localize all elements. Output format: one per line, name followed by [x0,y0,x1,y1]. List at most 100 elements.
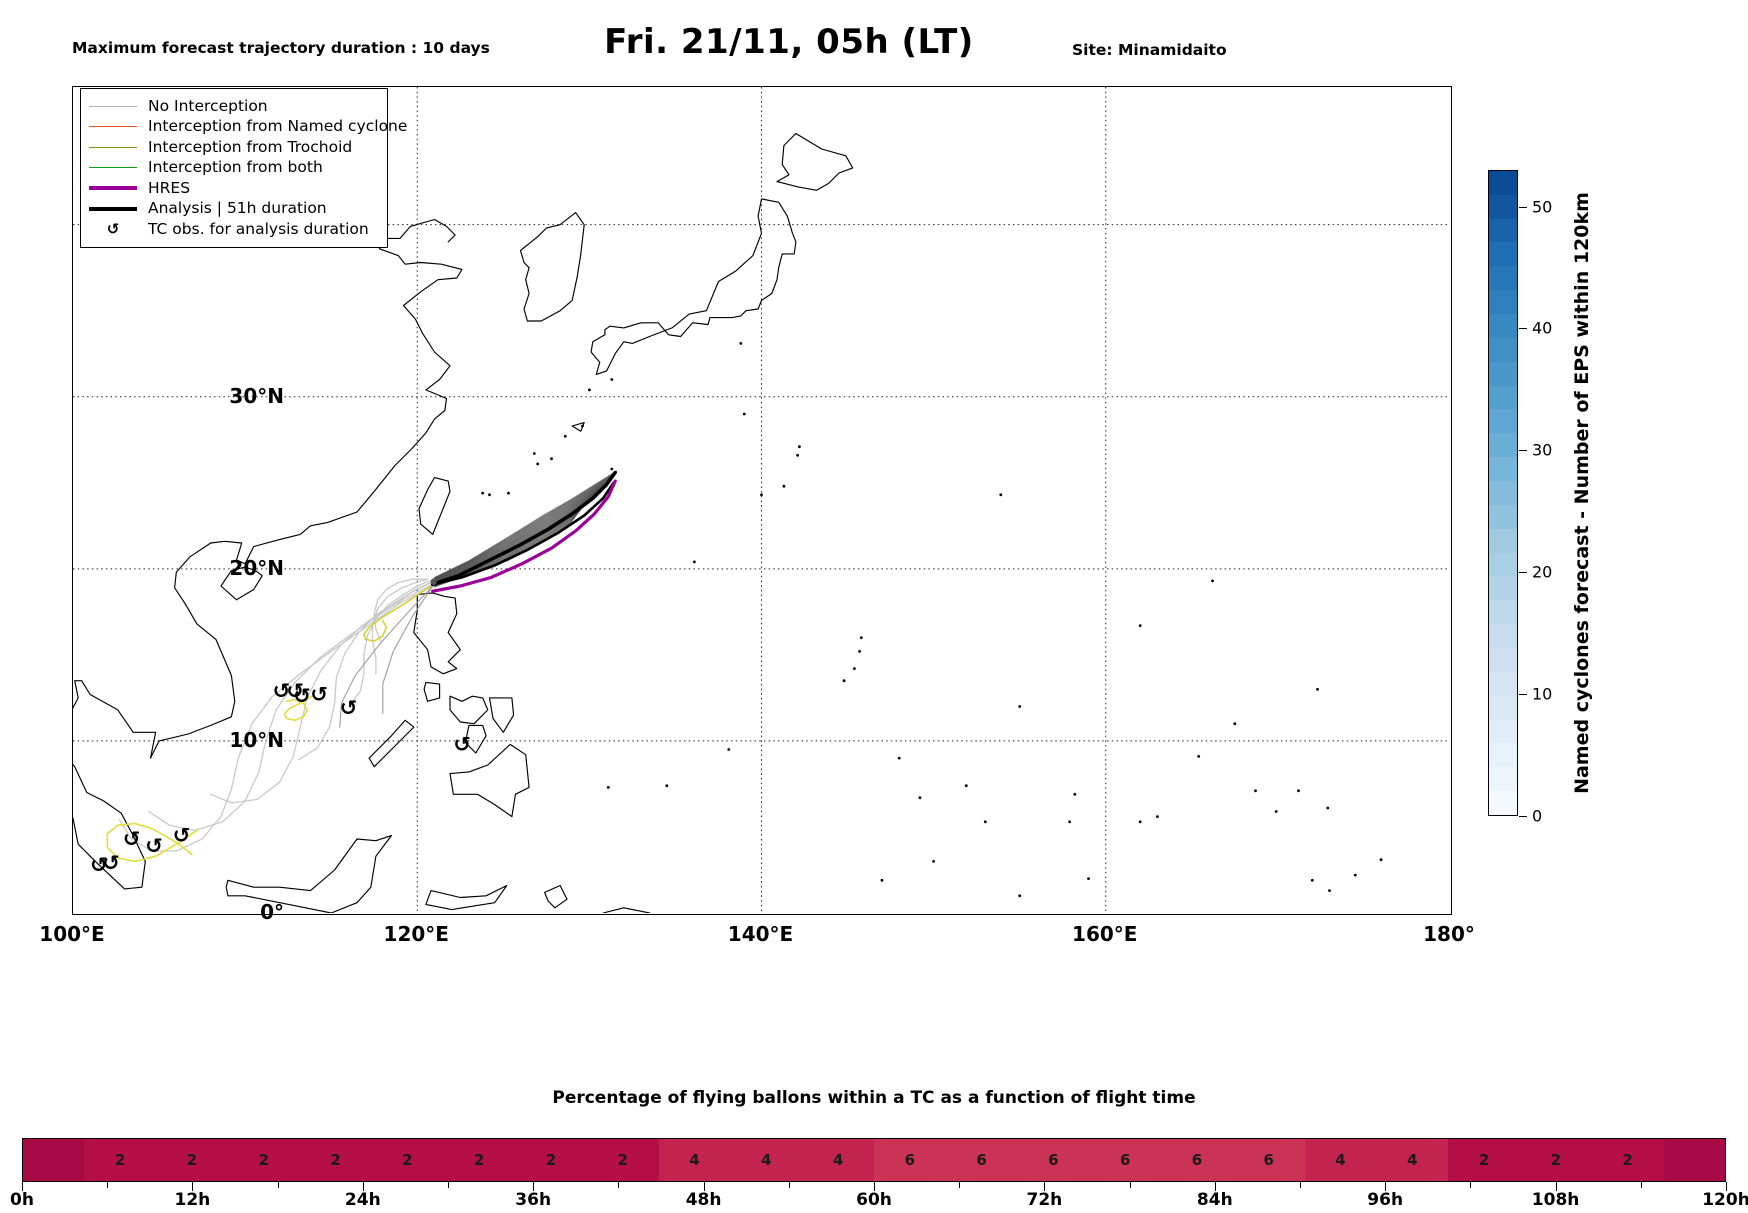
tropical-cyclone-icon-4: ↺ [340,696,358,720]
colorbar-level-4 [1489,695,1517,720]
legend-item-0[interactable]: No Interception [89,96,376,117]
percentage-axis-label-36: 36h [515,1190,552,1210]
colorbar-tick-label-40: 40 [1532,318,1553,338]
percentage-cell-14: 6 [1017,1139,1090,1181]
legend-item-4[interactable]: HRES [89,178,376,199]
colorbar-level-12 [1489,504,1517,529]
longitude-tick-120: 120°E [383,922,449,946]
colorbar-level-0 [1489,791,1517,815]
percentage-axis-tick-36 [533,1182,535,1191]
colorbar-level-23 [1489,242,1517,267]
legend-label-5: Analysis | 51h duration [148,199,327,217]
percentage-axis-tick-90 [1300,1182,1301,1188]
latitude-tick-0: 0° [260,900,284,924]
colorbar-tick-label-20: 20 [1532,562,1553,582]
colorbar-level-17 [1489,385,1517,410]
longitude-tick-140: 140°E [727,922,794,946]
percentage-cell-1: 2 [84,1139,157,1181]
percentage-axis-label-0: 0h [10,1190,34,1210]
tropical-cyclone-icon-7: ↺ [145,834,163,858]
percentage-bar-axis [22,1182,1727,1192]
percentage-axis-tick-18 [277,1182,279,1188]
percentage-axis-tick-6 [107,1182,109,1188]
percentage-cell-7: 2 [515,1139,587,1181]
colorbar-level-16 [1489,409,1517,434]
percentage-axis-label-72: 72h [1026,1190,1063,1210]
percentage-axis-label-96: 96h [1367,1190,1404,1210]
legend-item-3[interactable]: Interception from both [89,158,376,179]
tropical-cyclone-icon-3: ↺ [310,683,328,707]
colorbar-title-text: Named cyclones forecast - Number of EPS … [1571,192,1593,794]
percentage-axis-tick-42 [618,1182,620,1188]
map-canvas: ↺↺↺ ↺↺↺↺ ↺ ↺↺↺ [73,87,1450,913]
tc-observation-symbols: ↺↺↺ ↺↺↺↺ ↺ ↺↺↺ [90,679,471,877]
percentage-cell-23 [1663,1139,1725,1181]
percentage-cell-22: 2 [1591,1139,1664,1181]
colorbar-tick-20 [1519,572,1527,574]
colorbar-level-20 [1489,313,1517,338]
percentage-cell-value-14: 6 [1048,1151,1059,1169]
percentage-bar-title: Percentage of flying ballons within a TC… [0,1088,1748,1108]
colorbar-level-26 [1489,170,1517,195]
legend-label-0: No Interception [148,96,268,115]
colorbar-level-22 [1489,266,1517,291]
percentage-cell-19: 4 [1376,1139,1449,1181]
percentage-cell-value-17: 6 [1263,1151,1274,1169]
percentage-cell-value-7: 2 [545,1151,557,1169]
percentage-cell-11: 4 [802,1139,874,1181]
page-title: Fri. 21/11, 05h (LT) [0,22,1748,62]
legend-item-1[interactable]: Interception from Named cyclone [89,117,407,138]
colorbar-level-15 [1489,433,1517,458]
colorbar-level-8 [1489,600,1517,625]
colorbar-level-25 [1489,194,1517,219]
colorbar-level-14 [1489,457,1517,481]
percentage-cell-8: 2 [586,1139,659,1181]
percentage-cell-18: 4 [1304,1139,1377,1181]
percentage-cell-value-18: 4 [1335,1151,1346,1169]
latitude-tick-10: 10°N [229,727,284,752]
percentage-cell-17: 6 [1232,1139,1305,1181]
percentage-cell-value-12: 6 [904,1151,916,1169]
percentage-cell-20: 2 [1448,1139,1520,1181]
colorbar-tick-label-30: 30 [1532,440,1553,460]
percentage-cell-value-15: 6 [1119,1151,1131,1169]
percentage-axis-tick-108 [1555,1182,1557,1191]
legend-item-5[interactable]: Analysis | 51h duration [89,199,376,220]
tropical-cyclone-icon-1: ↺ [286,679,304,703]
percentage-axis-tick-66 [959,1182,961,1188]
percentage-axis-tick-12 [192,1182,194,1191]
tropical-cyclone-icon-2: ↺ [293,684,311,708]
legend-label-1: Interception from Named cyclone [148,117,408,135]
percentage-cell-value-22: 2 [1622,1151,1633,1169]
map-coastlines [73,132,1383,913]
tropical-cyclone-icon-9: ↺ [90,853,108,877]
legend-swatch-1 [89,126,137,128]
percentage-cell-15: 6 [1089,1139,1162,1181]
legend-swatch-5 [89,206,137,211]
colorbar-level-13 [1489,480,1517,505]
percentage-cell-6: 2 [443,1139,516,1181]
percentage-axis-tick-96 [1385,1182,1387,1191]
colorbar-level-11 [1489,528,1517,553]
percentage-cell-9: 4 [658,1139,731,1181]
legend-label-4: HRES [148,178,191,197]
colorbar-level-5 [1489,671,1517,696]
colorbar-level-24 [1489,218,1517,243]
percentage-cell-10: 4 [730,1139,803,1181]
percentage-axis-tick-84 [1214,1182,1216,1191]
legend-item-2[interactable]: Interception from Trochoid [89,137,376,158]
tropical-cyclone-icon-6: ↺ [123,827,141,851]
legend-label-2: Interception from Trochoid [148,137,353,156]
percentage-cell-value-4: 2 [330,1151,341,1169]
legend-item-6[interactable]: ↺ TC obs. for analysis duration [89,219,376,240]
percentage-axis-label-108: 108h [1531,1190,1580,1210]
percentage-bar-title-text: Percentage of flying ballons within a TC… [552,1088,1196,1108]
colorbar-tick-0 [1519,816,1527,817]
percentage-axis-label-48: 48h [685,1190,722,1210]
percentage-axis-tick-102 [1470,1182,1472,1188]
balloon-trajectories [106,470,618,863]
percentage-cell-2: 2 [156,1139,228,1181]
longitude-tick-180: 180° [1423,922,1475,946]
percentage-cell-value-10: 4 [761,1151,772,1169]
percentage-cell-value-11: 4 [832,1151,844,1169]
